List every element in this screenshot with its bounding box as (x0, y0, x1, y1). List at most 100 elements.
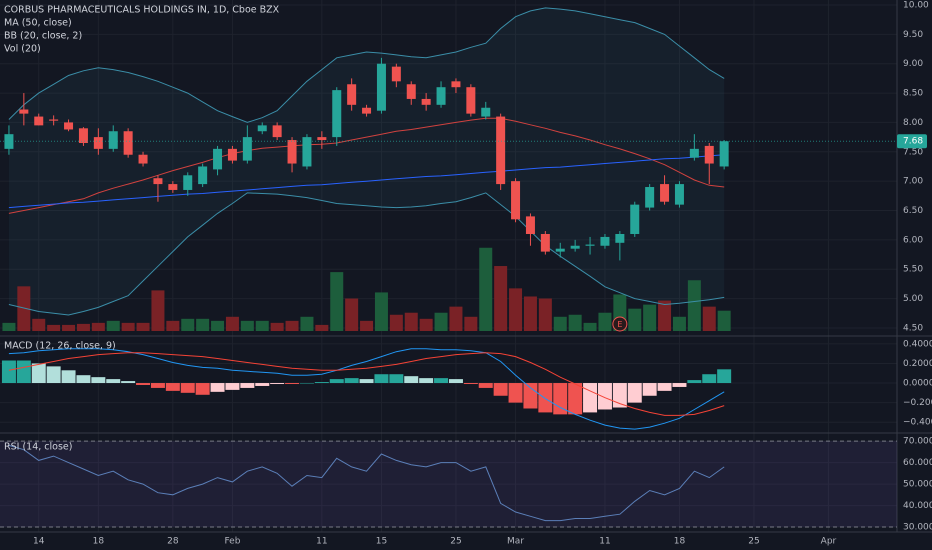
y-tick-label: 6.50 (903, 206, 923, 216)
volume-bar (76, 323, 90, 331)
volume-bar (121, 322, 135, 331)
candle-body (481, 107, 491, 117)
x-tick-label: 15 (376, 537, 387, 547)
macd-histogram-bar (702, 374, 717, 384)
macd-histogram-bar (76, 375, 91, 384)
y-tick-label: 70.0000 (903, 437, 932, 447)
volume-bar (464, 316, 478, 331)
y-tick-label: 50.0000 (903, 480, 932, 490)
x-tick-label: 25 (450, 537, 461, 547)
x-tick-label: 18 (93, 537, 105, 547)
macd-histogram-bar (270, 383, 285, 385)
macd-histogram-bar (448, 379, 463, 384)
candle-body (287, 140, 297, 164)
y-tick-label: −0.4000 (903, 418, 932, 428)
candle-body (421, 98, 431, 105)
macd-histogram-bar (359, 379, 374, 384)
last-price-box (897, 134, 927, 149)
volume-bar (598, 312, 612, 331)
volume-bar (374, 292, 388, 331)
study-label: MA (50, close) (4, 18, 72, 29)
macd-line (8, 352, 725, 416)
macd-histogram-bar (597, 383, 612, 410)
macd-line (8, 348, 725, 430)
macd-histogram-bar (240, 383, 255, 388)
volume-bar (479, 247, 493, 331)
macd-histogram-bar (419, 378, 434, 384)
volume-bar (687, 280, 701, 331)
candle-body (645, 187, 655, 208)
candle-body (183, 175, 193, 190)
y-tick-label: 7.00 (903, 177, 923, 187)
y-tick-label: 9.50 (903, 30, 923, 40)
macd-histogram-bar (389, 374, 404, 384)
macd-histogram-bar (314, 382, 329, 384)
earnings-label: E (617, 320, 622, 329)
volume-bar (494, 266, 508, 331)
volume-bar (211, 320, 225, 331)
volume-bar (702, 306, 716, 331)
y-tick-label: 0.4000 (903, 339, 932, 349)
study-label: Vol (20) (4, 44, 41, 55)
macd-histogram-bar (553, 383, 568, 415)
volume-bar (166, 320, 180, 331)
rsi-band (0, 441, 897, 528)
candle-body (451, 81, 461, 88)
macd-histogram-bar (91, 377, 106, 384)
macd-histogram-bar (31, 363, 46, 384)
macd-histogram-bar (583, 383, 598, 413)
volume-bar (32, 318, 46, 331)
volume-bar (419, 318, 433, 331)
volume-bar (717, 310, 731, 331)
macd-histogram-bar (523, 383, 538, 409)
volume-bar (658, 300, 672, 331)
candle-body (615, 234, 625, 243)
volume-bar (509, 288, 523, 331)
macd-histogram-bar (717, 369, 732, 384)
bb-lower (8, 192, 725, 316)
volume-bar (285, 320, 299, 331)
volume-bar (345, 298, 359, 331)
candle-body (406, 84, 416, 99)
volume-bar (434, 312, 448, 331)
candle-body (555, 248, 565, 252)
candle-body (332, 90, 342, 138)
candle-body (570, 245, 580, 249)
y-tick-label: 8.00 (903, 118, 923, 128)
macd-histogram-bar (121, 381, 136, 384)
volume-bar (628, 308, 642, 331)
macd-histogram-bar (1, 360, 16, 384)
volume-bar (151, 290, 165, 331)
x-tick-label: Mar (507, 537, 524, 547)
pane-title: RSI (14, close) (4, 442, 72, 453)
volume-bar (255, 320, 269, 331)
candle-body (466, 87, 476, 114)
y-tick-label: 30.0000 (903, 523, 932, 533)
volume-bar (196, 318, 210, 331)
bb-basis (8, 117, 725, 214)
candle-body (511, 181, 521, 220)
volume-bar (449, 306, 463, 331)
candle-body (64, 122, 74, 130)
volume-bar (553, 316, 567, 331)
macd-histogram-bar (136, 383, 151, 385)
volume-bar (583, 322, 597, 331)
candle-body (78, 128, 88, 143)
volume-bar (106, 320, 120, 331)
candle-body (302, 137, 312, 167)
volume-bar (240, 320, 254, 331)
y-tick-label: 0.2000 (903, 359, 932, 369)
volume-bar (2, 322, 16, 331)
candle-body (660, 184, 670, 202)
volume-bar (523, 296, 537, 331)
candle-body (719, 141, 729, 167)
macd-histogram-bar (434, 378, 449, 384)
volume-bar (91, 322, 105, 331)
volume-bar (568, 314, 582, 331)
macd-histogram-bar (478, 383, 493, 388)
macd-histogram-bar (46, 366, 61, 384)
macd-histogram-bar (285, 383, 300, 385)
macd-histogram-bar (627, 383, 642, 403)
y-tick-label: 7.50 (903, 147, 923, 157)
